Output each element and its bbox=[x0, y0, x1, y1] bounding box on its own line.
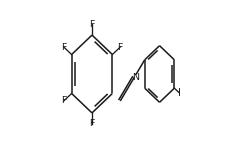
Text: F: F bbox=[89, 119, 95, 128]
Text: N: N bbox=[132, 73, 139, 82]
Text: F: F bbox=[89, 20, 95, 29]
Text: F: F bbox=[61, 96, 66, 106]
Text: I: I bbox=[178, 88, 181, 98]
Text: F: F bbox=[118, 42, 123, 52]
Text: F: F bbox=[61, 42, 66, 52]
